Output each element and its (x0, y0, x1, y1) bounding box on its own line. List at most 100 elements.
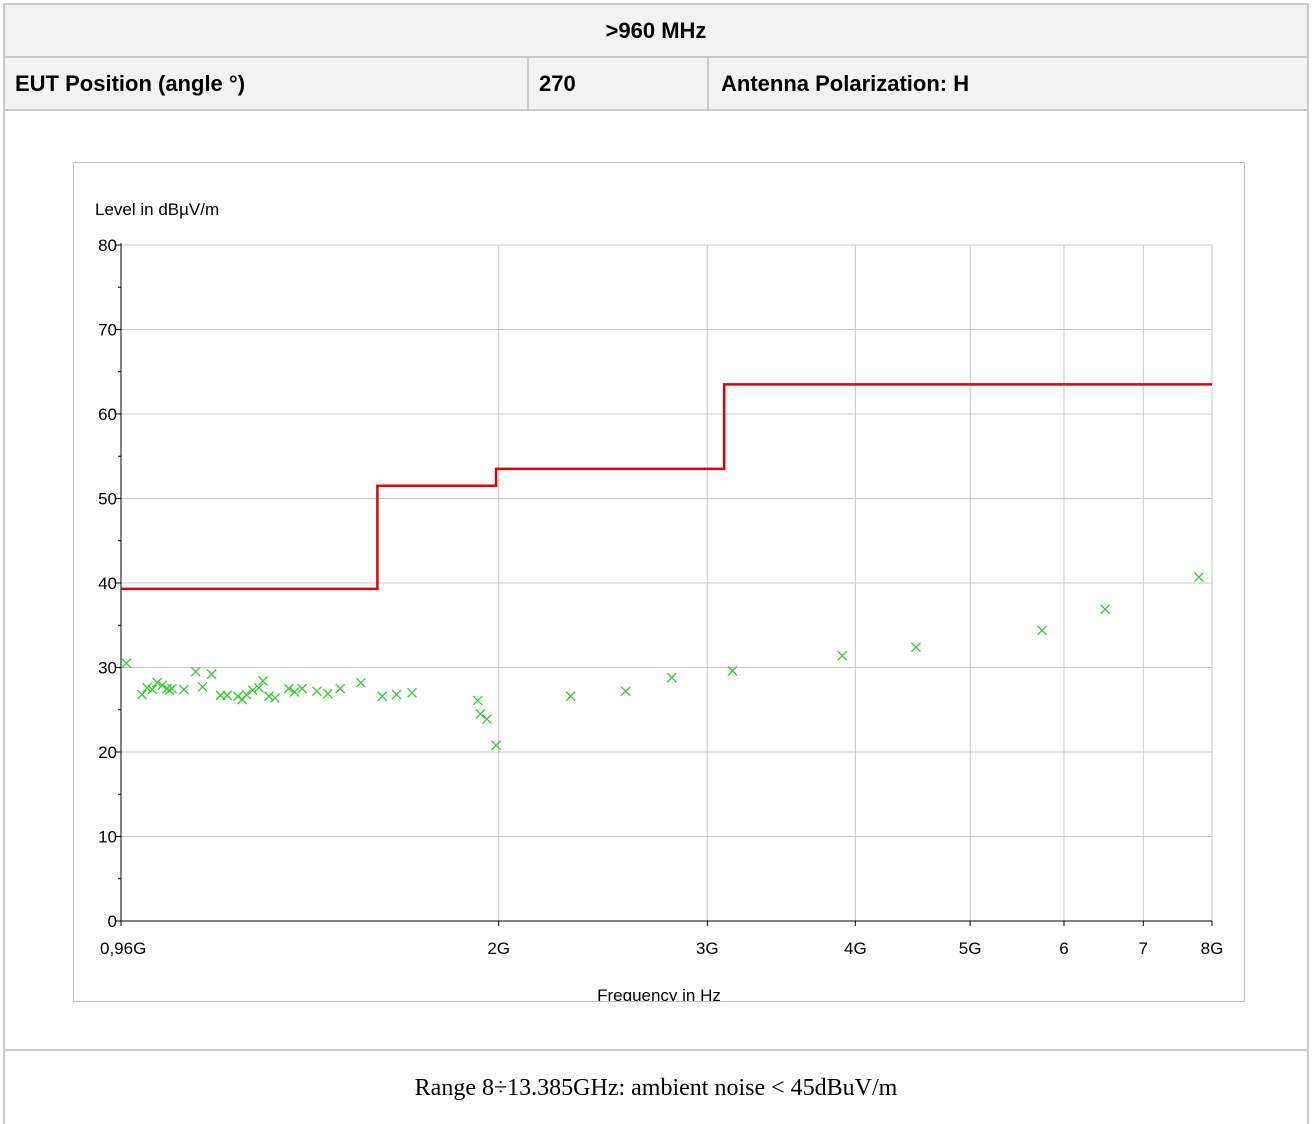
measurement-point (147, 684, 158, 695)
measurement-point-stroke (222, 690, 233, 701)
measurement-point-stroke (121, 658, 132, 669)
emission-chart-panel: Level in dBµV/m Frequency in Hz 0 10 20 30 4… (73, 162, 1245, 1005)
report-frame (3, 3, 1309, 1124)
measurement-point-stroke (322, 688, 333, 699)
measurement-point (355, 677, 366, 688)
measurement-point (727, 665, 738, 676)
x-tick-label: 4G (844, 939, 867, 958)
measurement-point-stroke (147, 684, 158, 695)
measurement-point (152, 677, 163, 688)
measurement-point (247, 685, 258, 696)
y-tick-label: 60 (98, 405, 117, 424)
measurement-point (206, 669, 217, 680)
x-axis-label: Frequency in Hz (597, 986, 721, 1001)
emission-chart: Level in dBµV/m Frequency in Hz 0 10 20 30 4… (95, 200, 1224, 1005)
header-divider (5, 56, 1307, 58)
measurement-point-stroke (355, 677, 366, 688)
measurement-point-stroke (727, 665, 738, 676)
measurement-point (910, 642, 921, 653)
cell-divider (707, 58, 709, 109)
measurement-point (666, 672, 677, 683)
x-tick-label: 2G (487, 939, 510, 958)
measurement-point (1194, 572, 1204, 583)
measurement-point-stroke (475, 709, 486, 719)
measurement-point-stroke (157, 680, 168, 691)
x-tick-label: 0,96G (100, 939, 146, 958)
measurement-point-stroke (258, 676, 268, 686)
measurement-point-stroke (1100, 604, 1111, 615)
measurement-point-stroke (167, 683, 177, 694)
y-tick-label: 70 (98, 321, 117, 340)
measurement-point-stroke (137, 689, 147, 700)
measurement-point (297, 683, 308, 694)
measurement-point (407, 687, 417, 698)
measurement-point (377, 691, 388, 702)
measurement-point (190, 666, 201, 677)
measurement-point-stroke (482, 714, 492, 725)
y-tick-label: 20 (98, 743, 117, 762)
y-tick-label: 30 (98, 659, 117, 678)
y-tick-label: 40 (98, 574, 117, 593)
measurement-point (475, 709, 486, 719)
measurement-point-stroke (335, 683, 346, 694)
measurement-point-stroke (264, 691, 274, 702)
measurement-point-stroke (152, 677, 163, 688)
measurement-point-stroke (910, 642, 921, 653)
measurement-point (258, 676, 268, 686)
measurement-point-stroke (142, 682, 153, 693)
measurement-point (312, 686, 322, 697)
measurement-point (565, 691, 576, 702)
y-tick-label: 0 (108, 912, 117, 931)
measurement-point-stroke (837, 650, 848, 661)
x-tick-label: 8G (1201, 939, 1224, 958)
measurement-point (1100, 604, 1111, 615)
measurement-point (264, 691, 274, 702)
x-tick-label: 5G (959, 939, 982, 958)
measurement-point (491, 740, 502, 751)
measurement-point-stroke (179, 684, 189, 695)
measurement-point (137, 689, 147, 700)
measurement-point (620, 686, 631, 697)
info-row: EUT Position (angle °) 270 Antenna Polar… (5, 58, 1307, 109)
measurement-point (167, 683, 177, 694)
measurement-point-stroke (241, 689, 252, 700)
measurement-point (391, 689, 402, 700)
footer-divider (5, 1049, 1307, 1051)
measurement-point-stroke (283, 683, 294, 694)
measurement-point-stroke (270, 692, 280, 703)
measurement-point (270, 692, 280, 703)
measurement-point-stroke (190, 666, 201, 677)
measurement-point-stroke (289, 687, 300, 697)
y-tick-label: 50 (98, 490, 117, 509)
measurement-point-stroke (197, 681, 208, 692)
measurement-point-stroke (253, 682, 264, 693)
measurement-point (179, 684, 189, 695)
limit-line (121, 383, 1212, 591)
measurement-point (335, 683, 346, 694)
measurement-point (157, 680, 168, 691)
y-tick-label: 10 (98, 828, 117, 847)
measurement-point (241, 689, 252, 700)
measurement-point (1037, 625, 1048, 636)
y-axis-label: Level in dBµV/m (95, 200, 219, 219)
x-tick-label: 3G (696, 939, 719, 958)
measurement-point (197, 681, 208, 692)
measurement-point (322, 688, 333, 699)
measurement-point-stroke (1037, 625, 1048, 636)
measurement-point (253, 682, 264, 693)
ambient-noise-note: Range 8÷13.385GHz: ambient noise < 45dBu… (414, 1074, 898, 1101)
measurement-point-stroke (391, 689, 402, 700)
y-tick-label: 80 (98, 236, 117, 255)
measurement-point-stroke (377, 691, 388, 702)
measurement-point-stroke (491, 740, 502, 751)
measurement-point-stroke (1194, 572, 1204, 583)
measurement-point (121, 658, 132, 669)
antenna-polarization-label: Antenna Polarization: H (721, 70, 970, 96)
measurement-point-stroke (620, 686, 631, 697)
measurement-point (472, 695, 483, 706)
measurement-point (283, 683, 294, 694)
eut-position-value: 270 (539, 70, 576, 96)
measurement-point-stroke (472, 695, 483, 706)
measurement-point-stroke (565, 691, 576, 702)
measurement-point-stroke (312, 686, 322, 697)
